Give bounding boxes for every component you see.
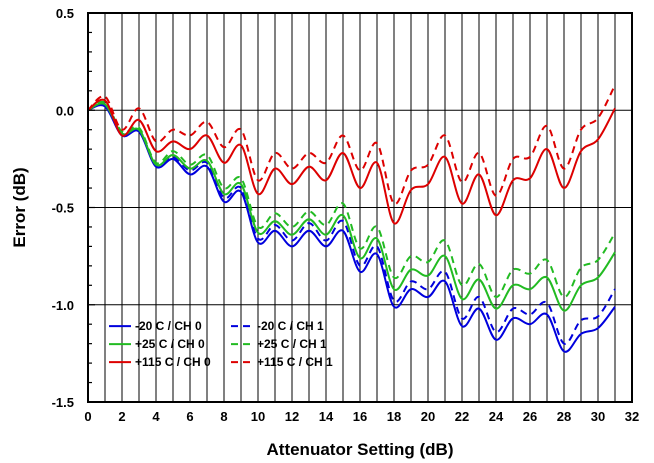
x-tick-label: 20	[421, 409, 435, 424]
x-tick-label: 26	[523, 409, 537, 424]
x-tick-label: 24	[489, 409, 504, 424]
legend-label: -20 C / CH 1	[257, 319, 324, 333]
x-tick-label: 16	[353, 409, 367, 424]
x-tick-label: 12	[285, 409, 299, 424]
x-tick-label: 4	[152, 409, 160, 424]
y-tick-label: -0.5	[52, 201, 74, 216]
series-line-1	[87, 104, 616, 353]
series-line-6	[87, 84, 616, 205]
series-line-3	[87, 102, 616, 312]
x-tick-label: 18	[387, 409, 401, 424]
grid	[88, 13, 632, 402]
series-line-4	[87, 100, 616, 298]
x-tick-label: 30	[591, 409, 605, 424]
y-tick-label: -1.5	[52, 395, 74, 410]
x-tick-label: 0	[84, 409, 91, 424]
series-line-5	[87, 98, 616, 225]
ticks	[88, 12, 95, 403]
x-tick-label: 22	[455, 409, 469, 424]
legend-label: +115 C / CH 1	[257, 355, 333, 369]
x-axis-title: Attenuator Setting (dB)	[267, 440, 454, 459]
y-tick-label: 0.5	[56, 6, 74, 21]
x-tick-label: 14	[319, 409, 334, 424]
series-line-2	[87, 102, 616, 345]
x-tick-label: 6	[186, 409, 193, 424]
legend-label: +25 C / CH 0	[135, 337, 205, 351]
y-tick-label: -1.0	[52, 298, 74, 313]
legend-label: +115 C / CH 0	[135, 355, 211, 369]
legend-label: +25 C / CH 1	[257, 337, 327, 351]
x-tick-label: 10	[251, 409, 265, 424]
legend: -20 C / CH 0 -20 C / CH 1 +25 C / CH 0 +25 …	[109, 319, 333, 369]
series-lines	[87, 84, 616, 353]
tick-labels: 0 2 4 6 8 10 12 14 16 18 20 22 24 26 28 30 320.50.0-0.5-…	[52, 6, 640, 424]
x-tick-label: 2	[118, 409, 125, 424]
y-axis-title: Error (dB)	[10, 167, 29, 247]
x-tick-label: 28	[557, 409, 571, 424]
x-tick-label: 32	[625, 409, 639, 424]
y-tick-label: 0.0	[56, 103, 74, 118]
x-tick-label: 8	[220, 409, 227, 424]
legend-label: -20 C / CH 0	[135, 319, 202, 333]
